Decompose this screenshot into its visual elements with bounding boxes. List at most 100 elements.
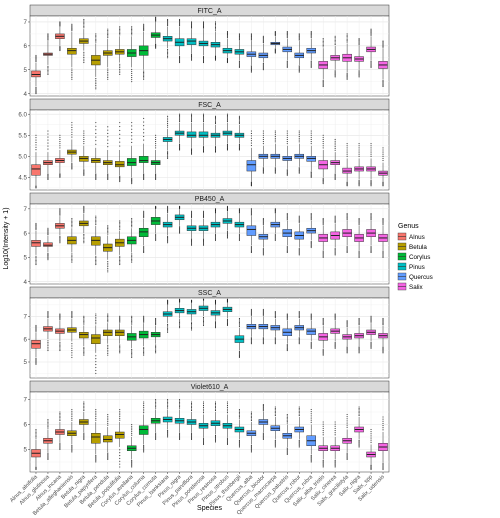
outlier-point (238, 444, 240, 446)
outlier-point (155, 138, 157, 141)
outlier-point (59, 138, 61, 141)
outlier-point (382, 418, 384, 420)
outlier-point (119, 176, 121, 178)
outlier-point (179, 25, 181, 27)
outlier-point (334, 218, 336, 220)
facet-FSC_A: FSC_A4.55.05.56.0 (18, 98, 390, 191)
outlier-point (35, 54, 37, 56)
outlier-point (119, 27, 121, 29)
outlier-point (95, 79, 97, 81)
outlier-point (107, 77, 109, 79)
outlier-point (167, 117, 169, 119)
outlier-point (274, 130, 276, 132)
outlier-point (202, 146, 205, 148)
outlier-point (310, 457, 312, 459)
outlier-point (262, 38, 264, 40)
outlier-point (382, 46, 384, 48)
outlier-point (250, 343, 252, 345)
outlier-point (202, 59, 205, 62)
outlier-point (298, 134, 300, 136)
outlier-point (358, 319, 360, 322)
outlier-point (167, 150, 169, 152)
outlier-point (59, 347, 61, 349)
outlier-point (370, 219, 372, 221)
outlier-point (346, 214, 348, 216)
outlier-point (322, 222, 324, 224)
outlier-point (310, 456, 312, 458)
outlier-point (334, 140, 336, 142)
outlier-point (95, 216, 97, 219)
outlier-point (250, 34, 252, 36)
outlier-point (310, 141, 312, 143)
outlier-point (238, 208, 240, 210)
outlier-point (214, 233, 217, 235)
outlier-point (310, 345, 312, 347)
outlier-point (83, 141, 85, 143)
outlier-point (155, 323, 157, 325)
box-Quercus_bicolor (258, 130, 269, 174)
outlier-point (131, 79, 133, 81)
outlier-point (286, 37, 288, 39)
outlier-point (143, 216, 145, 219)
outlier-point (250, 37, 252, 39)
outlier-point (71, 311, 73, 313)
outlier-point (179, 118, 181, 120)
outlier-point (202, 437, 205, 439)
outlier-point (334, 316, 336, 318)
outlier-point (286, 65, 288, 67)
outlier-point (262, 169, 264, 172)
outlier-point (226, 319, 228, 322)
outlier-point (59, 446, 61, 448)
box-Salix_nigra (354, 38, 364, 78)
outlier-point (59, 21, 61, 23)
outlier-point (358, 182, 360, 184)
outlier-point (131, 222, 133, 224)
outlier-point (250, 212, 252, 214)
outlier-point (250, 412, 252, 414)
box-Pinus_nigra (174, 113, 185, 151)
outlier-point (346, 218, 348, 220)
outlier-point (35, 91, 37, 93)
outlier-point (250, 311, 252, 313)
outlier-point (370, 184, 372, 186)
outlier-point (83, 172, 85, 174)
outlier-point (310, 35, 312, 37)
y-tick-label: 6 (24, 230, 28, 237)
y-tick-label: 7 (24, 206, 28, 213)
outlier-point (214, 147, 217, 149)
outlier-point (107, 177, 109, 179)
outlier-point (286, 173, 288, 175)
outlier-point (119, 175, 121, 177)
outlier-point (202, 243, 205, 245)
outlier-point (167, 24, 169, 26)
outlier-point (143, 176, 145, 178)
outlier-point (167, 207, 169, 210)
outlier-point (35, 258, 37, 260)
outlier-point (167, 211, 169, 213)
outlier-point (191, 148, 193, 150)
outlier-point (167, 156, 169, 158)
outlier-point (155, 143, 157, 145)
outlier-point (346, 37, 348, 39)
box-Corylus_colurna (138, 23, 149, 80)
y-tick-label: 6.0 (18, 111, 27, 118)
outlier-point (71, 347, 73, 349)
outlier-point (191, 435, 193, 437)
outlier-point (250, 245, 252, 247)
outlier-point (119, 34, 121, 36)
outlier-point (155, 406, 157, 408)
outlier-point (358, 217, 360, 220)
outlier-point (370, 318, 372, 320)
outlier-point (35, 146, 37, 148)
outlier-point (107, 266, 109, 268)
outlier-point (382, 348, 384, 350)
outlier-point (155, 322, 157, 325)
y-tick-label: 7 (24, 397, 28, 404)
box-Corylus_cornuta (150, 205, 161, 241)
outlier-point (358, 441, 360, 443)
outlier-point (95, 219, 97, 221)
outlier-point (250, 339, 252, 341)
outlier-point (382, 151, 384, 153)
outlier-point (131, 224, 133, 227)
outlier-point (298, 170, 300, 172)
